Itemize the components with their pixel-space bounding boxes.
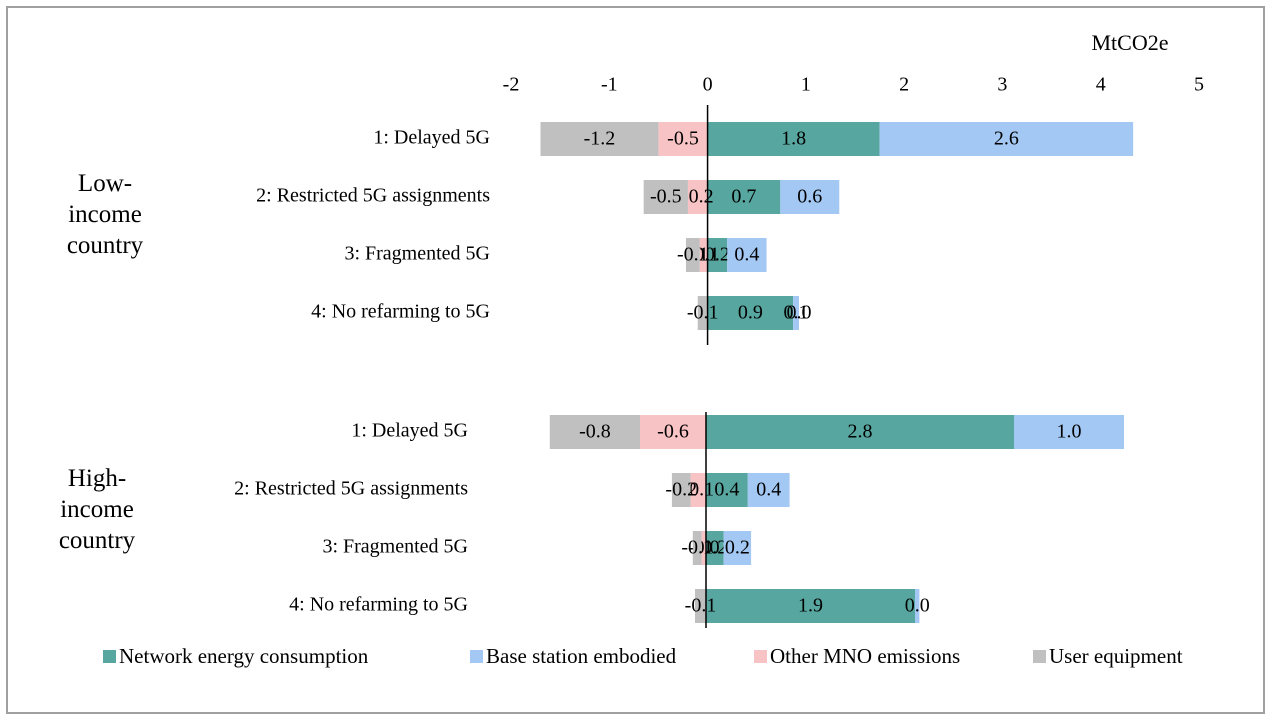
bar-segment [723, 531, 752, 565]
data-label: -0.1 [681, 537, 713, 559]
data-label: -0.6 [657, 421, 689, 443]
bar-segment [671, 473, 691, 507]
bar-segment [697, 296, 708, 330]
category-label: 1: Delayed 5G [373, 127, 490, 149]
data-label: 0.2 [725, 537, 750, 559]
bar-segment [643, 180, 688, 214]
category-label: 3: Fragmented 5G [322, 536, 468, 558]
category-label: 3: Fragmented 5G [344, 243, 490, 265]
group-label: High-income country [58, 465, 136, 554]
legend-swatch [470, 650, 483, 663]
legend-label: Network energy consumption [119, 644, 369, 668]
bar-segment [706, 589, 915, 623]
bar-segment [780, 180, 840, 214]
data-label: -1.2 [584, 128, 616, 150]
bar-segment [658, 122, 708, 156]
bar-segment [690, 473, 706, 507]
data-label: -0.2 [665, 479, 697, 501]
data-label: 1.8 [781, 128, 806, 150]
bar-segment [701, 531, 706, 565]
x-tick-label: -1 [601, 74, 618, 96]
data-label: -0.8 [579, 421, 611, 443]
data-label: 0.4 [734, 244, 759, 266]
bar-segment [707, 238, 728, 272]
bar-segment [695, 589, 706, 623]
x-tick-label: 3 [997, 74, 1007, 96]
bar-segment [747, 473, 790, 507]
data-label: -0.5 [650, 186, 682, 208]
bar-segment [685, 238, 700, 272]
data-label: -0.5 [667, 128, 699, 150]
bar-segment [915, 589, 920, 623]
bar-segment [727, 238, 767, 272]
bar-segment [1014, 415, 1124, 449]
data-label: 0.2 [705, 244, 730, 266]
data-label: 0.7 [731, 186, 756, 208]
x-tick-label: 0 [703, 74, 713, 96]
x-tick-label: -2 [503, 74, 520, 96]
data-label: 0.4 [756, 479, 781, 501]
bar-segment [707, 122, 880, 156]
bar-segment [706, 531, 724, 565]
data-label: 0.0 [786, 302, 811, 324]
bar-segment [699, 238, 708, 272]
data-label: 0.4 [714, 479, 739, 501]
x-tick-label: 4 [1096, 74, 1106, 96]
category-label: 4: No refarming to 5G [289, 594, 468, 616]
data-label: 0.1 [784, 302, 809, 324]
x-tick-label: 5 [1194, 74, 1204, 96]
data-label: 2.6 [994, 128, 1019, 150]
x-axis-label: MtCO2e [1092, 30, 1169, 55]
bar-segment [706, 415, 1014, 449]
legend-label: Base station embodied [486, 644, 677, 668]
bar-segment [549, 415, 640, 449]
category-label: 1: Delayed 5G [351, 420, 468, 442]
data-label: 0.9 [738, 302, 763, 324]
bar-segment [707, 296, 794, 330]
data-label: -0.2 [682, 186, 714, 208]
data-label: 2.8 [848, 421, 873, 443]
data-label: -0.1 [687, 302, 719, 324]
data-label: 0.0 [905, 595, 930, 617]
legend-swatch [1033, 650, 1046, 663]
bar-segment [793, 296, 799, 330]
category-label: 2: Restricted 5G assignments [234, 478, 468, 500]
data-label: 1.0 [1057, 421, 1082, 443]
data-label: 0.6 [797, 186, 822, 208]
bar-segment [707, 180, 781, 214]
bar-segment [706, 473, 748, 507]
bar-segment [879, 122, 1134, 156]
chart-frame [6, 6, 1265, 714]
legend-swatch [103, 650, 116, 663]
x-tick-label: 2 [899, 74, 909, 96]
legend-label: Other MNO emissions [770, 644, 960, 668]
data-label: 1.9 [798, 595, 823, 617]
bar-segment [640, 415, 706, 449]
bar-segment [692, 531, 702, 565]
category-label: 4: No refarming to 5G [311, 301, 490, 323]
x-tick-label: 1 [801, 74, 811, 96]
bar-segment [687, 180, 708, 214]
bar-segment [540, 122, 659, 156]
data-label: 0.2 [702, 537, 727, 559]
data-label: -0.1 [677, 244, 709, 266]
category-label: 2: Restricted 5G assignments [256, 185, 490, 207]
group-label: Low-income country [66, 170, 144, 259]
legend-swatch [754, 650, 767, 663]
legend-label: User equipment [1049, 644, 1183, 668]
data-label: -0.1 [685, 595, 717, 617]
